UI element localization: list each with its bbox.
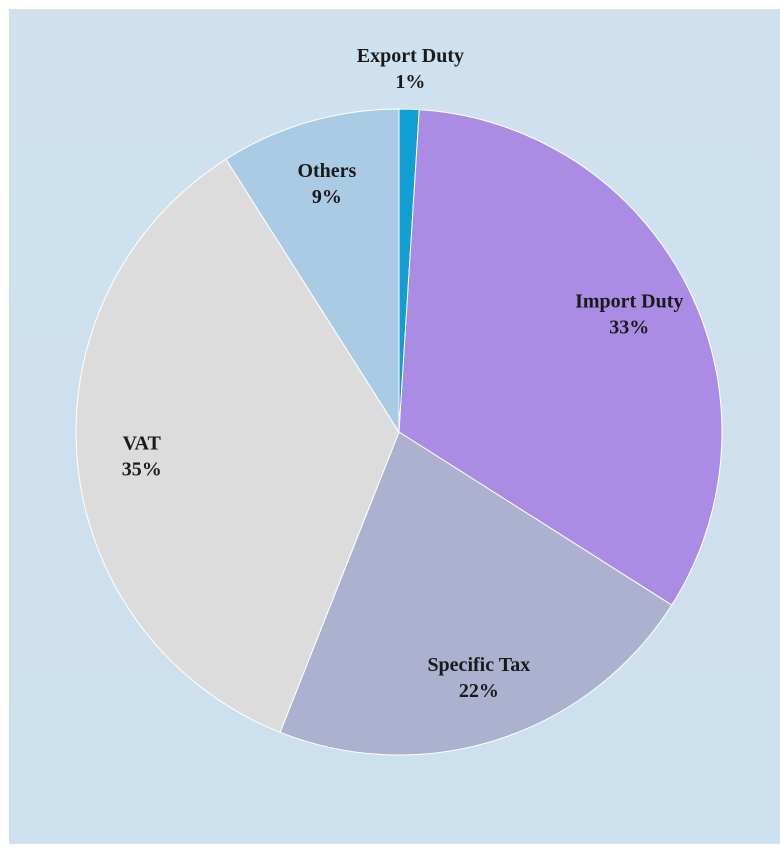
slice-label-name: Import Duty [575,290,683,312]
slice-label: Others 9% [297,159,356,207]
pie-slice [225,108,400,434]
slice-label: VAT 35% [122,432,162,480]
slice-label-value: 33% [609,316,649,338]
slice-label-value: 35% [122,458,162,480]
slice-label: Export Duty 1% [357,45,464,93]
pie-slice [75,158,400,733]
slice-label-value: 22% [459,679,499,701]
slice-label: Import Duty 33% [575,290,683,338]
pie-slice [279,431,673,756]
slice-label-name: VAT [123,432,162,454]
slice-label-value: 9% [312,185,342,207]
slice-label-name: Others [297,159,356,181]
pie-slice [398,109,723,606]
slice-label: Specific Tax 22% [427,653,530,701]
slice-label-name: Export Duty [357,45,464,67]
slice-label-value: 1% [395,71,425,93]
slice-label-name: Specific Tax [427,653,530,675]
